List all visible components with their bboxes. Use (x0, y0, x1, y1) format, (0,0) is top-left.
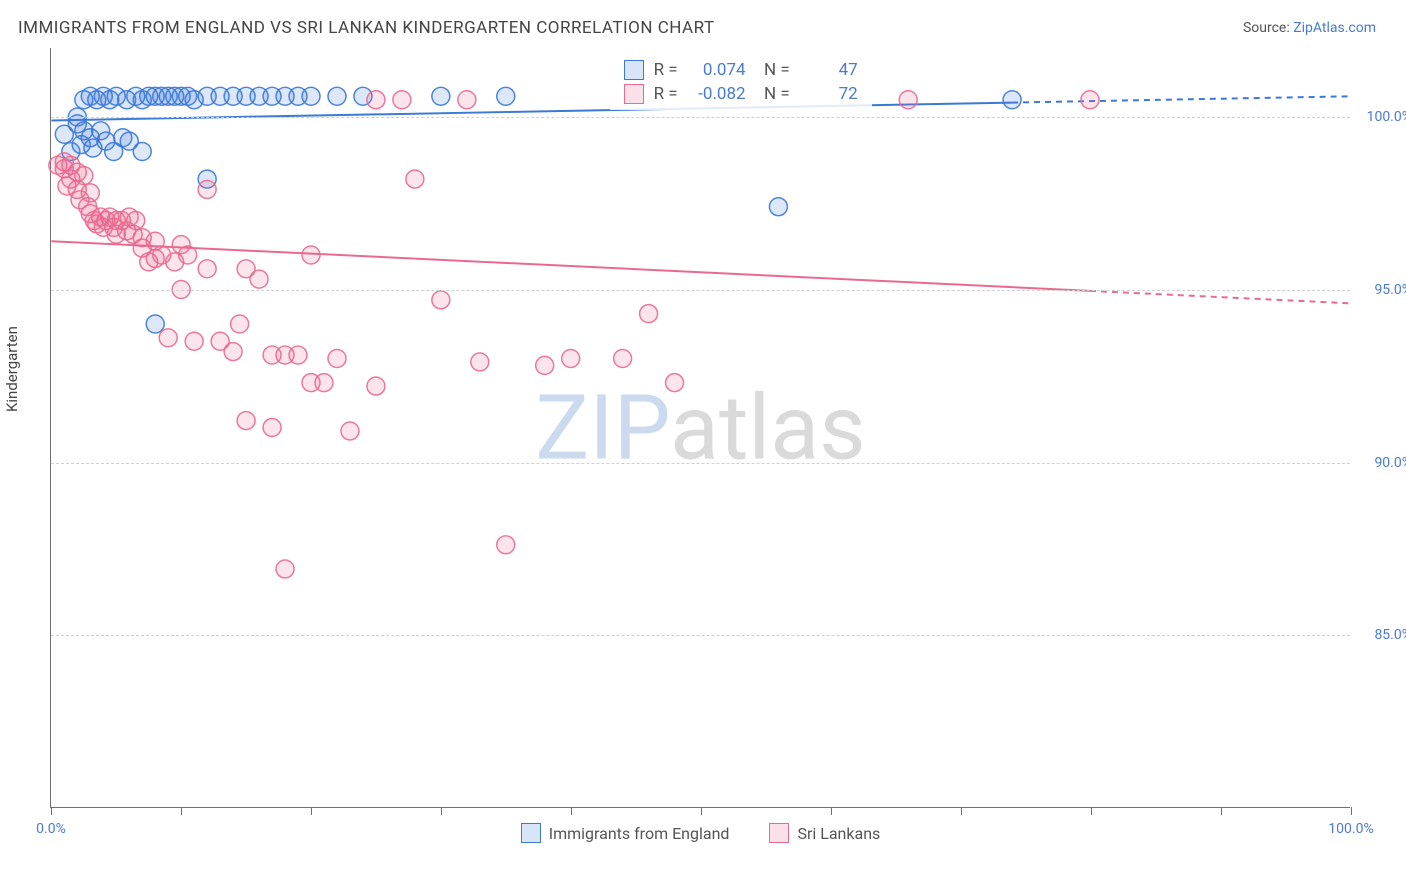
chart-container: Kindergarten ZIPatlas R =0.074 N =47R =-… (42, 48, 1382, 838)
legend-swatch (624, 60, 644, 80)
stat-r-value: 0.074 (688, 60, 746, 80)
legend-item: Immigrants from England (521, 823, 730, 843)
x-tick (51, 807, 52, 815)
x-tick (961, 807, 962, 815)
x-tick (1091, 807, 1092, 815)
legend-label: Immigrants from England (549, 824, 730, 843)
legend-swatch (769, 823, 789, 843)
y-tick-label: 90.0% (1374, 455, 1406, 471)
legend-label: Sri Lankans (797, 824, 880, 843)
y-tick-label: 85.0% (1374, 627, 1406, 643)
x-tick (181, 807, 182, 815)
x-tick (311, 807, 312, 815)
x-tick (441, 807, 442, 815)
stat-r-value: -0.082 (688, 84, 746, 104)
gridline (51, 463, 1350, 464)
x-tick (1351, 807, 1352, 815)
legend-swatch (521, 823, 541, 843)
y-tick-label: 95.0% (1374, 282, 1406, 298)
plot-area: ZIPatlas R =0.074 N =47R =-0.082 N =72 I… (50, 48, 1350, 808)
bottom-legend: Immigrants from England Sri Lankans (51, 823, 1350, 843)
stat-n-value: 72 (800, 84, 858, 104)
stat-r-label: R = (654, 84, 678, 104)
x-tick-label: 0.0% (36, 821, 66, 837)
stats-legend-box: R = 0.074 N = 47 R = -0.082 N = 72 (610, 54, 872, 110)
x-tick (831, 807, 832, 815)
source-attribution: Source: ZipAtlas.com (1243, 20, 1376, 36)
chart-title: IMMIGRANTS FROM ENGLAND VS SRI LANKAN KI… (18, 18, 715, 38)
source-link[interactable]: ZipAtlas.com (1293, 20, 1376, 36)
stat-n-label: N = (756, 60, 790, 80)
y-axis-label: Kindergarten (3, 326, 21, 412)
stats-row: R = -0.082 N = 72 (610, 82, 872, 106)
stat-n-label: N = (756, 84, 790, 104)
x-tick-label: 100.0% (1328, 821, 1373, 837)
x-tick (701, 807, 702, 815)
legend-swatch (624, 84, 644, 104)
source-prefix: Source: (1243, 20, 1293, 36)
stats-row: R = 0.074 N = 47 (610, 58, 872, 82)
legend-item: Sri Lankans (769, 823, 880, 843)
gridline (51, 635, 1350, 636)
stat-r-label: R = (654, 60, 678, 80)
y-tick-label: 100.0% (1367, 109, 1406, 125)
x-tick (1221, 807, 1222, 815)
plot-svg (51, 48, 1350, 807)
x-tick (571, 807, 572, 815)
gridline (51, 290, 1350, 291)
stat-n-value: 47 (800, 60, 858, 80)
gridline (51, 117, 1350, 118)
